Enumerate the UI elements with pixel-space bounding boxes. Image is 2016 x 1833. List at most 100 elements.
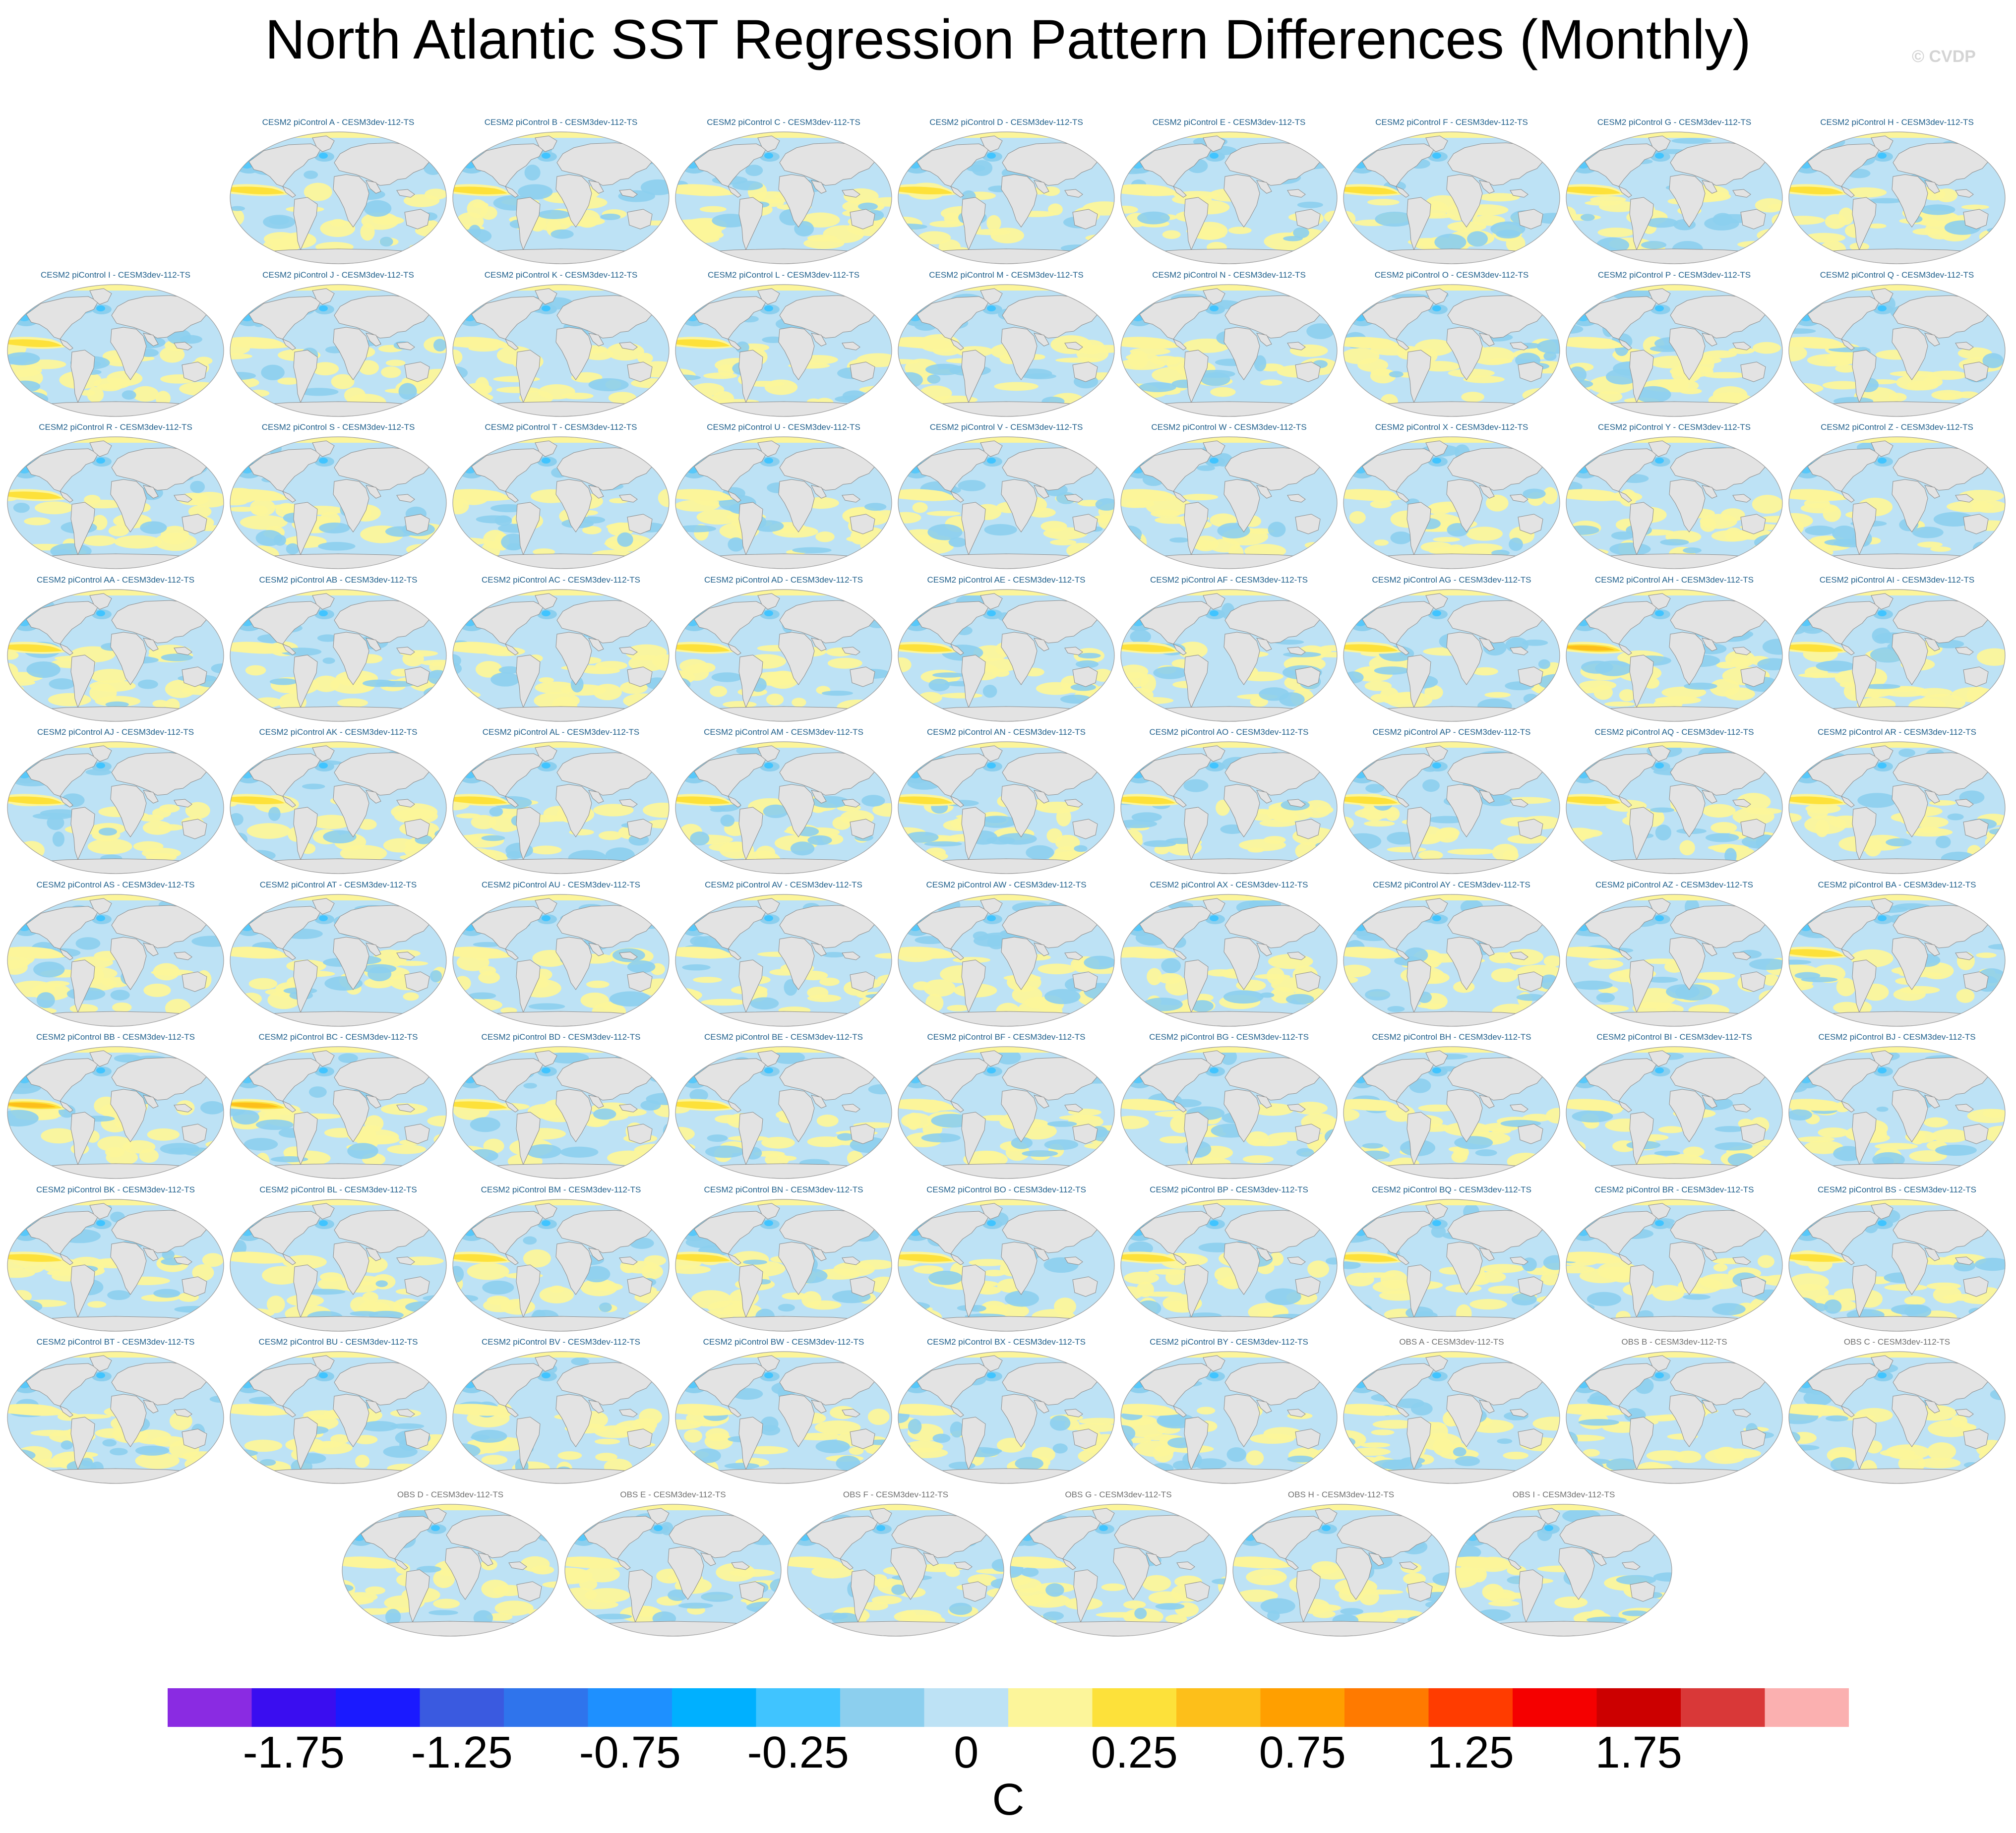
map-panel-title: CESM2 piControl AD - CESM3dev-112-TS bbox=[704, 575, 863, 585]
map-panel: CESM2 piControl D - CESM3dev-112-TS bbox=[895, 118, 1118, 269]
world-map bbox=[1566, 284, 1783, 417]
world-map bbox=[1343, 1198, 1560, 1332]
world-map bbox=[230, 436, 447, 569]
map-panel-title: CESM2 piControl AK - CESM3dev-112-TS bbox=[259, 727, 418, 737]
map-panel-title: CESM2 piControl AO - CESM3dev-112-TS bbox=[1149, 727, 1309, 737]
map-panel-title: CESM2 piControl N - CESM3dev-112-TS bbox=[1152, 270, 1306, 280]
map-panel-title: OBS D - CESM3dev-112-TS bbox=[397, 1489, 504, 1499]
world-map bbox=[7, 589, 224, 722]
map-panel-title: CESM2 piControl BD - CESM3dev-112-TS bbox=[481, 1032, 641, 1042]
world-map bbox=[1010, 1503, 1227, 1637]
map-panel-grid: CESM2 piControl A - CESM3dev-112-TS CESM2… bbox=[4, 118, 2009, 1641]
colorbar-swatch bbox=[1765, 1688, 1849, 1727]
map-panel-title: CESM2 piControl AS - CESM3dev-112-TS bbox=[36, 880, 195, 889]
map-panel: CESM2 piControl AD - CESM3dev-112-TS bbox=[672, 575, 895, 726]
world-map bbox=[230, 1351, 447, 1484]
map-panel: CESM2 piControl BQ - CESM3dev-112-TS bbox=[1340, 1185, 1563, 1336]
map-panel: CESM2 piControl P - CESM3dev-112-TS bbox=[1563, 270, 1786, 421]
world-map bbox=[675, 741, 892, 874]
map-panel-title: CESM2 piControl AC - CESM3dev-112-TS bbox=[482, 575, 640, 585]
map-panel-title: OBS E - CESM3dev-112-TS bbox=[620, 1489, 726, 1499]
world-map bbox=[1343, 1046, 1560, 1179]
map-panel: CESM2 piControl AE - CESM3dev-112-TS bbox=[895, 575, 1118, 726]
map-panel: CESM2 piControl BI - CESM3dev-112-TS bbox=[1563, 1032, 1786, 1183]
world-map bbox=[1566, 1198, 1783, 1332]
map-panel: CESM2 piControl M - CESM3dev-112-TS bbox=[895, 270, 1118, 421]
world-map bbox=[1120, 893, 1338, 1027]
world-map bbox=[7, 1198, 224, 1332]
map-panel-title: CESM2 piControl BP - CESM3dev-112-TS bbox=[1150, 1184, 1308, 1194]
map-panel: CESM2 piControl AQ - CESM3dev-112-TS bbox=[1563, 727, 1786, 879]
map-panel: CESM2 piControl S - CESM3dev-112-TS bbox=[227, 422, 450, 574]
world-map bbox=[898, 893, 1115, 1027]
colorbar-swatch bbox=[1176, 1688, 1261, 1727]
world-map bbox=[7, 893, 224, 1027]
figure-title: North Atlantic SST Regression Pattern Di… bbox=[265, 8, 1751, 70]
world-map bbox=[1566, 1046, 1783, 1179]
world-map bbox=[230, 1198, 447, 1332]
map-panel-title: CESM2 piControl AT - CESM3dev-112-TS bbox=[259, 880, 417, 889]
colorbar-swatch bbox=[336, 1688, 420, 1727]
colorbar-swatch bbox=[504, 1688, 588, 1727]
world-map bbox=[1343, 741, 1560, 874]
map-panel: CESM2 piControl Z - CESM3dev-112-TS bbox=[1785, 422, 2009, 574]
map-panel: CESM2 piControl BH - CESM3dev-112-TS bbox=[1340, 1032, 1563, 1183]
world-map bbox=[452, 131, 670, 264]
map-panel: CESM2 piControl X - CESM3dev-112-TS bbox=[1340, 422, 1563, 574]
world-map bbox=[675, 1351, 892, 1484]
map-panel: OBS A - CESM3dev-112-TS bbox=[1340, 1337, 1563, 1488]
map-panel-title: CESM2 piControl BA - CESM3dev-112-TS bbox=[1818, 880, 1976, 889]
world-map bbox=[898, 131, 1115, 264]
map-panel: CESM2 piControl BF - CESM3dev-112-TS bbox=[895, 1032, 1118, 1183]
world-map bbox=[1120, 436, 1338, 569]
map-panel-title: CESM2 piControl BT - CESM3dev-112-TS bbox=[36, 1337, 195, 1347]
colorbar-swatch bbox=[840, 1688, 924, 1727]
map-panel: CESM2 piControl AS - CESM3dev-112-TS bbox=[4, 880, 227, 1031]
colorbar-swatch bbox=[756, 1688, 841, 1727]
map-panel: CESM2 piControl BX - CESM3dev-112-TS bbox=[895, 1337, 1118, 1488]
map-panel-title: CESM2 piControl L - CESM3dev-112-TS bbox=[707, 270, 860, 280]
world-map bbox=[898, 1198, 1115, 1332]
world-map bbox=[1120, 284, 1338, 417]
world-map bbox=[452, 436, 670, 569]
map-panel-title: CESM2 piControl T - CESM3dev-112-TS bbox=[485, 422, 637, 432]
colorbar-tick-label: 0.25 bbox=[1091, 1728, 1178, 1777]
colorbar-tick-label: -1.75 bbox=[243, 1728, 345, 1777]
map-panel: OBS B - CESM3dev-112-TS bbox=[1563, 1337, 1786, 1488]
map-panel-title: CESM2 piControl AB - CESM3dev-112-TS bbox=[259, 575, 418, 585]
map-panel: CESM2 piControl AA - CESM3dev-112-TS bbox=[4, 575, 227, 726]
map-panel-title: CESM2 piControl BV - CESM3dev-112-TS bbox=[482, 1337, 640, 1347]
map-panel: CESM2 piControl BL - CESM3dev-112-TS bbox=[227, 1185, 450, 1336]
colorbar-swatch bbox=[1428, 1688, 1513, 1727]
map-panel: CESM2 piControl BD - CESM3dev-112-TS bbox=[449, 1032, 672, 1183]
map-panel-title: OBS A - CESM3dev-112-TS bbox=[1399, 1337, 1504, 1347]
map-panel-title: CESM2 piControl A - CESM3dev-112-TS bbox=[262, 118, 415, 127]
colorbar-tick-label: -1.25 bbox=[411, 1728, 513, 1777]
world-map bbox=[452, 1198, 670, 1332]
map-panel-title: CESM2 piControl S - CESM3dev-112-TS bbox=[261, 422, 415, 432]
world-map bbox=[452, 893, 670, 1027]
map-panel: CESM2 piControl W - CESM3dev-112-TS bbox=[1117, 422, 1341, 574]
world-map bbox=[1566, 741, 1783, 874]
world-map bbox=[342, 1503, 559, 1637]
world-map bbox=[7, 741, 224, 874]
world-map bbox=[1455, 1503, 1672, 1637]
map-panel: CESM2 piControl Q - CESM3dev-112-TS bbox=[1785, 270, 2009, 421]
map-panel-title: CESM2 piControl E - CESM3dev-112-TS bbox=[1152, 118, 1306, 127]
world-map bbox=[452, 589, 670, 722]
world-map bbox=[898, 1046, 1115, 1179]
map-panel: CESM2 piControl AZ - CESM3dev-112-TS bbox=[1563, 880, 1786, 1031]
world-map bbox=[1788, 893, 2006, 1027]
world-map bbox=[230, 893, 447, 1027]
map-panel-title: CESM2 piControl BM - CESM3dev-112-TS bbox=[481, 1184, 641, 1194]
colorbar-swatch bbox=[1008, 1688, 1093, 1727]
map-panel-title: CESM2 piControl P - CESM3dev-112-TS bbox=[1597, 270, 1751, 280]
map-panel: CESM2 piControl AJ - CESM3dev-112-TS bbox=[4, 727, 227, 879]
colorbar-swatch bbox=[1092, 1688, 1177, 1727]
map-panel-title: CESM2 piControl BN - CESM3dev-112-TS bbox=[704, 1184, 863, 1194]
world-map bbox=[675, 893, 892, 1027]
map-panel-title: CESM2 piControl I - CESM3dev-112-TS bbox=[40, 270, 190, 280]
colorbar-swatch bbox=[168, 1688, 252, 1727]
map-panel-title: OBS G - CESM3dev-112-TS bbox=[1065, 1489, 1172, 1499]
map-panel: OBS I - CESM3dev-112-TS bbox=[1452, 1490, 1675, 1641]
